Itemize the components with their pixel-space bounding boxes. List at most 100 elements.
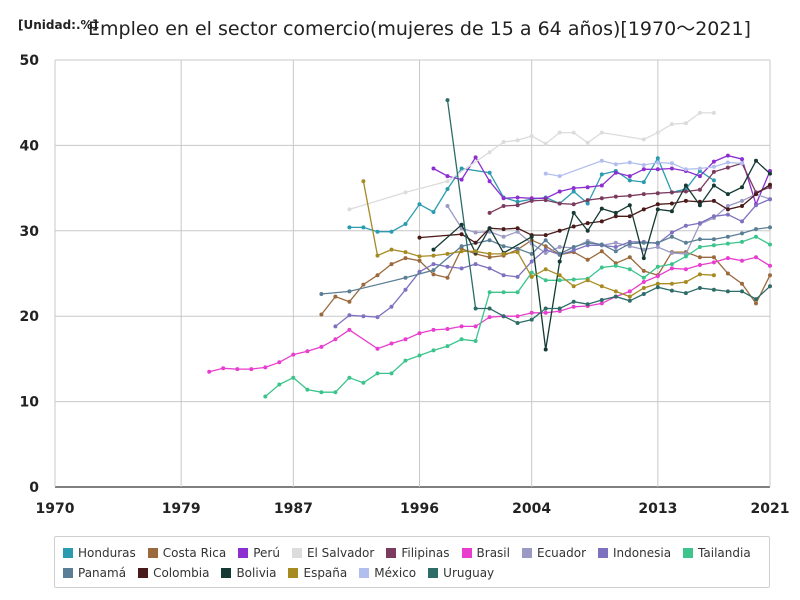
data-point bbox=[669, 201, 674, 206]
data-point bbox=[669, 161, 674, 166]
data-point bbox=[291, 375, 296, 380]
data-point bbox=[768, 263, 772, 268]
data-point bbox=[627, 298, 632, 303]
data-point bbox=[571, 224, 576, 229]
data-point bbox=[571, 277, 576, 282]
data-point bbox=[501, 227, 506, 232]
data-point bbox=[431, 253, 436, 258]
x-tick-label: 1979 bbox=[162, 501, 201, 517]
legend-item[interactable]: Bolivia bbox=[221, 563, 276, 583]
data-point bbox=[557, 278, 562, 283]
legend-item[interactable]: México bbox=[359, 563, 416, 583]
data-point bbox=[487, 170, 492, 175]
data-point bbox=[403, 256, 408, 261]
legend-label: Indonesia bbox=[613, 546, 672, 560]
data-point bbox=[599, 130, 604, 135]
data-point bbox=[319, 292, 324, 296]
data-point bbox=[725, 204, 730, 208]
data-point bbox=[697, 272, 702, 277]
data-point bbox=[445, 251, 450, 256]
data-point bbox=[585, 302, 590, 307]
data-point bbox=[277, 382, 282, 387]
data-point bbox=[754, 203, 758, 208]
x-axis: 1970 1979 1987 1996 2004 2013 2021 bbox=[36, 501, 790, 517]
data-point bbox=[249, 367, 254, 372]
data-point bbox=[740, 185, 744, 190]
legend-item[interactable]: El Salvador bbox=[291, 543, 374, 563]
data-point bbox=[613, 263, 618, 268]
data-point bbox=[613, 170, 618, 175]
data-point bbox=[319, 390, 324, 395]
data-point bbox=[725, 207, 730, 212]
data-point bbox=[655, 285, 660, 290]
data-point bbox=[487, 150, 492, 155]
data-point bbox=[571, 299, 576, 304]
data-point bbox=[487, 315, 492, 320]
data-point bbox=[501, 140, 506, 144]
data-point bbox=[263, 365, 268, 370]
legend-item[interactable]: Ecuador bbox=[521, 543, 586, 563]
data-point bbox=[487, 210, 492, 215]
legend-swatch bbox=[386, 548, 397, 558]
series-méxico bbox=[543, 158, 744, 179]
data-point bbox=[319, 312, 324, 317]
data-point bbox=[473, 230, 478, 235]
data-point bbox=[641, 167, 646, 172]
data-point bbox=[641, 247, 646, 252]
data-point bbox=[711, 164, 716, 169]
data-point bbox=[515, 321, 520, 325]
legend-swatch bbox=[221, 568, 232, 578]
data-point bbox=[361, 380, 366, 385]
data-point bbox=[697, 255, 702, 260]
data-point bbox=[333, 324, 338, 329]
data-point bbox=[711, 198, 716, 203]
data-point bbox=[235, 367, 240, 372]
data-point bbox=[585, 240, 590, 245]
x-tick-label: 1996 bbox=[400, 501, 439, 517]
legend-label: Costa Rica bbox=[162, 546, 227, 560]
legend-label: Bolivia bbox=[236, 566, 277, 580]
legend-item[interactable]: Uruguay bbox=[428, 563, 494, 583]
legend-item[interactable]: España bbox=[288, 563, 347, 583]
data-point bbox=[501, 273, 506, 278]
data-point bbox=[515, 274, 520, 279]
data-point bbox=[613, 249, 618, 254]
data-point bbox=[683, 198, 688, 203]
data-point bbox=[403, 275, 408, 280]
data-point bbox=[543, 247, 548, 252]
y-axis: 0 10 20 30 40 50 bbox=[20, 53, 40, 496]
data-point bbox=[445, 327, 450, 331]
data-point bbox=[627, 178, 632, 183]
data-point bbox=[487, 306, 492, 311]
legend-item[interactable]: Brasil bbox=[461, 543, 510, 563]
legend-item[interactable]: Perú bbox=[238, 543, 280, 563]
data-point bbox=[347, 375, 352, 380]
data-point bbox=[515, 250, 520, 255]
data-point bbox=[655, 156, 660, 161]
chart-title: Empleo en el sector comercio(mujeres de … bbox=[88, 18, 751, 40]
data-point bbox=[599, 284, 604, 289]
data-point bbox=[669, 190, 674, 195]
legend-item[interactable]: Costa Rica bbox=[147, 543, 227, 563]
legend-item[interactable]: Panamá bbox=[63, 563, 126, 583]
data-point bbox=[754, 227, 758, 232]
data-point bbox=[501, 314, 506, 319]
legend-label: Honduras bbox=[78, 546, 136, 560]
legend-item[interactable]: Honduras bbox=[63, 543, 136, 563]
data-point bbox=[725, 256, 730, 261]
legend-item[interactable]: Colombia bbox=[138, 563, 209, 583]
data-point bbox=[585, 228, 590, 233]
legend-item[interactable]: Tailandia bbox=[683, 543, 751, 563]
data-point bbox=[627, 267, 632, 272]
data-point bbox=[557, 306, 562, 311]
x-tick-label: 1987 bbox=[274, 501, 313, 517]
series-panamá bbox=[319, 225, 772, 296]
legend-item[interactable]: Filipinas bbox=[386, 543, 450, 563]
x-tick-label: 2013 bbox=[638, 501, 677, 517]
data-point bbox=[740, 161, 744, 166]
data-point bbox=[740, 204, 744, 208]
legend-swatch bbox=[138, 568, 149, 578]
data-point bbox=[571, 186, 576, 191]
legend-item[interactable]: Indonesia bbox=[598, 543, 671, 563]
data-point bbox=[613, 162, 618, 167]
